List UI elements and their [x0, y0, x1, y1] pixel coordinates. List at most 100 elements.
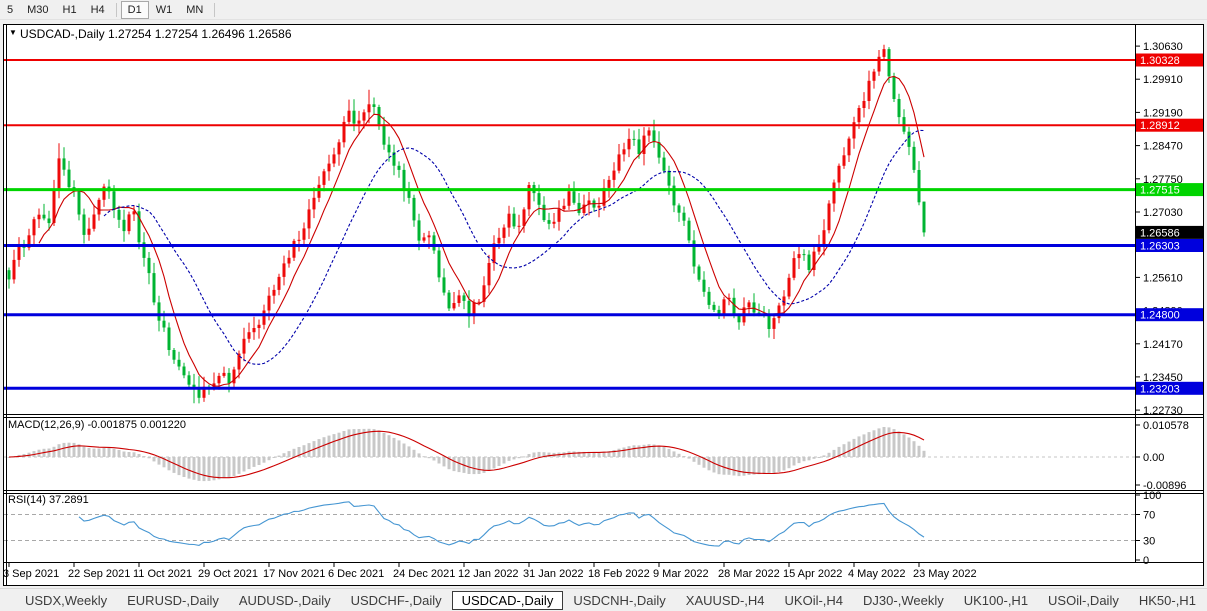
- macd-bar: [852, 438, 856, 457]
- timeframe-button-h1[interactable]: H1: [62, 3, 77, 16]
- candle-body: [47, 218, 51, 224]
- candle-body: [487, 263, 491, 286]
- symbol-tab-ukoil-h4[interactable]: UKOil-,H4: [784, 592, 844, 608]
- macd-bar: [642, 444, 646, 457]
- candle-body: [897, 99, 901, 118]
- candle-body: [352, 110, 356, 124]
- macd-bar: [667, 448, 671, 457]
- timeframe-button-5[interactable]: 5: [7, 3, 14, 16]
- candle-body: [527, 185, 531, 210]
- macd-bar: [127, 452, 131, 457]
- candle-body: [697, 266, 701, 280]
- chart-canvas[interactable]: 1.30630 1.29910 1.29190 1.28470 1.27750 1.270…: [3, 24, 1204, 586]
- candle-body: [117, 209, 121, 220]
- candle-body: [377, 107, 381, 125]
- candle-body: [67, 169, 71, 188]
- candle-body: [907, 131, 911, 147]
- timeframe-button-m30[interactable]: M30: [27, 3, 49, 16]
- timeframe-button-h4[interactable]: H4: [90, 3, 105, 16]
- candle-body: [692, 240, 696, 267]
- rsi-axis-label: 70: [1143, 510, 1155, 522]
- macd-bar: [172, 457, 176, 473]
- rsi-axis-label: 100: [1143, 490, 1161, 502]
- candle-body: [272, 289, 276, 296]
- macd-bar: [352, 429, 356, 457]
- date-label: 24 Dec 2021: [393, 568, 455, 580]
- candle-body: [807, 254, 811, 270]
- macd-bar: [912, 441, 916, 457]
- macd-bar: [152, 457, 156, 462]
- candles-layer: [7, 44, 926, 404]
- macd-bar: [647, 444, 651, 457]
- symbol-tab-hk50-h1[interactable]: HK50-,H1: [1138, 592, 1196, 608]
- candle-body: [237, 353, 241, 370]
- macd-bar: [567, 451, 571, 457]
- candle-body: [27, 235, 31, 248]
- candle-body: [657, 142, 661, 158]
- macd-bar: [257, 457, 261, 465]
- macd-bar: [582, 451, 586, 457]
- symbol-tab-usdcnh-daily[interactable]: USDCNH-,Daily: [573, 592, 666, 608]
- price-level-badge: 1.28912: [1140, 120, 1180, 132]
- chart-collapse-icon[interactable]: ▼: [9, 28, 17, 37]
- candle-body: [217, 375, 221, 384]
- candle-body: [347, 110, 351, 122]
- macd-bar: [452, 457, 456, 472]
- candle-body: [862, 101, 866, 108]
- chart-background: [3, 24, 1204, 586]
- macd-bar: [752, 457, 756, 475]
- date-label: 3 Sep 2021: [3, 568, 59, 580]
- candle-body: [567, 191, 571, 206]
- price-level-badge-bg: [1136, 381, 1203, 395]
- candle-body: [522, 209, 526, 226]
- macd-bar: [772, 457, 776, 474]
- symbol-tab-uk100-h1[interactable]: UK100-,H1: [963, 592, 1029, 608]
- date-label: 15 Apr 2022: [783, 568, 842, 580]
- macd-bar: [477, 457, 481, 474]
- macd-bar: [677, 453, 681, 457]
- macd-bar: [292, 448, 296, 457]
- macd-bar: [347, 429, 351, 457]
- symbol-tab-usdchf-daily[interactable]: USDCHF-,Daily: [350, 592, 442, 608]
- macd-bar: [137, 454, 141, 457]
- macd-bar: [277, 455, 281, 457]
- symbol-tab-usdcad-daily[interactable]: USDCAD-,Daily: [451, 590, 564, 610]
- macd-bar: [837, 446, 841, 457]
- timeframe-button-mn[interactable]: MN: [186, 3, 204, 16]
- candle-body: [457, 295, 461, 303]
- candle-body: [512, 213, 516, 227]
- date-label: 12 Jan 2022: [458, 568, 519, 580]
- macd-bar: [132, 452, 136, 457]
- timeframe-button-d1[interactable]: D1: [120, 0, 149, 19]
- date-label: 11 Oct 2021: [133, 568, 192, 580]
- macd-bar: [817, 457, 821, 458]
- symbol-tab-usoil-daily[interactable]: USOil-,Daily: [1048, 592, 1119, 608]
- candle-body: [452, 303, 456, 309]
- macd-bar: [457, 457, 461, 473]
- macd-bar: [97, 448, 101, 457]
- macd-bar: [327, 435, 331, 457]
- candle-body: [362, 112, 366, 121]
- candle-body: [292, 240, 296, 258]
- macd-bar: [867, 432, 871, 457]
- candle-body: [82, 214, 86, 235]
- macd-bar: [862, 434, 866, 457]
- macd-bar: [67, 442, 71, 457]
- symbol-tab-xauusd-h4[interactable]: XAUUSD-,H4: [685, 592, 765, 608]
- candle-body: [772, 318, 776, 329]
- candle-body: [372, 104, 376, 107]
- candle-body: [202, 386, 206, 398]
- symbol-tab-usdx-weekly[interactable]: USDX,Weekly: [25, 592, 108, 608]
- candle-body: [37, 214, 41, 220]
- symbol-tab-dj30-weekly[interactable]: DJ30-,Weekly: [863, 592, 944, 608]
- candle-body: [562, 205, 566, 210]
- candle-body: [917, 170, 921, 203]
- candle-body: [822, 230, 826, 245]
- candle-body: [462, 295, 466, 301]
- chart-window: 1.30630 1.29910 1.29190 1.28470 1.27750 1.270…: [3, 24, 1204, 586]
- symbol-tab-eurusd-daily[interactable]: EURUSD-,Daily: [127, 592, 219, 608]
- symbol-tab-audusd-daily[interactable]: AUDUSD-,Daily: [238, 592, 331, 608]
- macd-bar: [872, 430, 876, 457]
- timeframe-button-w1[interactable]: W1: [155, 3, 173, 16]
- macd-bar: [247, 457, 251, 470]
